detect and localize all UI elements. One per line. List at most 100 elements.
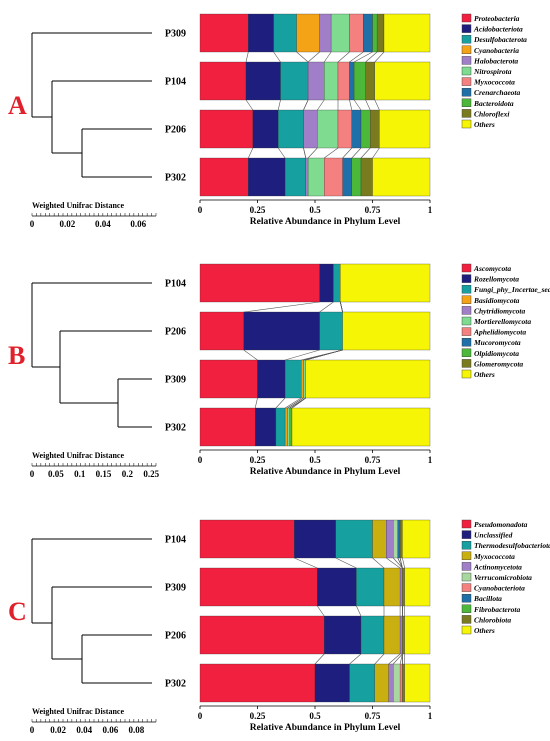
legend-label: Fungi_phy_Incertae_sedis [474,285,550,294]
sample-label: P302 [165,679,186,690]
x-tick-label: 0.75 [365,711,381,721]
bar-segment-unclassified [324,615,362,655]
connector-line [351,147,362,159]
bar-segment-actinomycetota [399,567,403,607]
bar-segment-chlorobiota [402,567,405,607]
sample-label: P206 [165,125,186,136]
bar-segment-others [404,615,431,655]
scale-bar-title: Weighted Unifrac Distance [32,451,124,460]
connector-line [303,99,309,111]
bar-segment-acidobacteriota [248,157,286,197]
bar-segment-nitrospirota [330,13,350,53]
sample-label: P309 [165,375,186,386]
connector-line [317,605,325,617]
bar-segment-pseudomonadota [199,519,295,559]
bar-segment-others [383,13,431,53]
bar-segment-myxococcota [349,13,364,53]
legend-swatch [461,551,472,560]
dendrogram-branch [59,330,152,404]
bar-segment-proteobacteria [199,157,249,197]
x-tick-label: 0.5 [309,205,321,215]
dendrogram-branch [81,128,152,178]
legend-swatch [461,306,472,315]
connector-line [307,147,318,159]
bar-segment-chloroflexi [376,13,385,53]
legend-swatch [461,369,472,379]
sample-label: P104 [165,77,186,88]
connector-line [392,653,403,665]
bar-segment-thermodesulfobacteriota [349,663,375,703]
legend-swatch [461,572,472,582]
bar-segment-crenarchaeota [351,109,362,149]
connector-line [245,99,254,111]
x-tick-label: 0.75 [365,205,381,215]
sample-label: P302 [165,423,186,434]
scale-bar-label: 0.05 [48,469,64,479]
scale-bar-label: 0 [30,469,35,479]
connector-line [296,51,309,63]
panel-letter-B: B [8,341,25,370]
bar-segment-fungi-phy-incertae-sedis [333,263,341,303]
bar-connectors [243,301,343,409]
bar-segment-rozellomycota [257,359,286,399]
scale-bar-label: 0.04 [95,219,111,229]
bar-segment-pseudomonadota [199,663,316,703]
legend-label: Proteobacteria [474,14,520,23]
bar-segment-unclassified [314,663,350,703]
connector-line [254,397,258,409]
bar-segment-basidiomycota [284,407,288,447]
legend-swatch [461,77,472,86]
legend-swatch [461,583,472,592]
scale-bar-title: Weighted Unifrac Distance [32,201,124,210]
bar-segment-fungi-phy-incertae-sedis [275,407,286,447]
scale-bar-title: Weighted Unifrac Distance [32,707,124,716]
legend-label: Crenarchaeota [474,88,521,97]
connector-line [399,557,403,569]
connector-line [243,301,320,313]
connector-line [323,51,332,63]
x-tick-label: 1 [428,455,433,465]
dendrogram [31,32,152,178]
sample-label: P302 [165,173,186,184]
scale-bar-label: 0.25 [143,469,159,479]
legend-swatch [461,66,472,76]
connector-line [399,653,403,665]
legend-label: Cyanobacteria [474,46,519,55]
legend-swatch [461,87,472,97]
bar-connectors [245,51,385,159]
bar-segment-rozellomycota [255,407,277,447]
legend-label: Olpidiomycota [474,349,519,358]
x-tick-label: 0 [198,711,203,721]
sample-label: P309 [165,29,186,40]
legend-label: Pseudomonadota [474,520,528,529]
bar-segment-desulfobacterota [280,61,309,101]
connector-line [402,557,405,569]
bar-segment-chlorobiota [402,615,405,655]
legend-label: Cyanobacteriota [474,584,525,593]
legend-swatch [461,119,472,129]
x-tick-label: 0.25 [250,711,266,721]
legend-swatch [461,530,472,539]
bar-segment-others [379,109,431,149]
dendrogram-branch [81,634,152,684]
connector-line [243,349,258,361]
connector-line [324,147,339,159]
legend-swatch [461,338,472,347]
scale-bar-label: 0.06 [130,219,146,229]
legend-swatch [461,45,472,54]
bar-segment-thermodesulfobacteriota [335,519,373,559]
scale-bar-label: 0.02 [60,219,76,229]
x-tick-label: 0.5 [309,711,321,721]
bar-segment-nitrospirota [317,109,339,149]
connector-line [372,147,380,159]
x-tick-label: 0.75 [365,455,381,465]
bar-segment-chloroflexi [365,61,375,101]
connector-line [365,99,371,111]
legend-label: Nitrospirota [473,67,512,76]
bar-segment-actinomycetota [399,615,403,655]
connector-line [374,653,385,665]
bar-segment-desulfobacterota [284,157,306,197]
connector-line [277,99,281,111]
dendrogram-branch [31,282,152,368]
legend-swatch [461,316,472,326]
